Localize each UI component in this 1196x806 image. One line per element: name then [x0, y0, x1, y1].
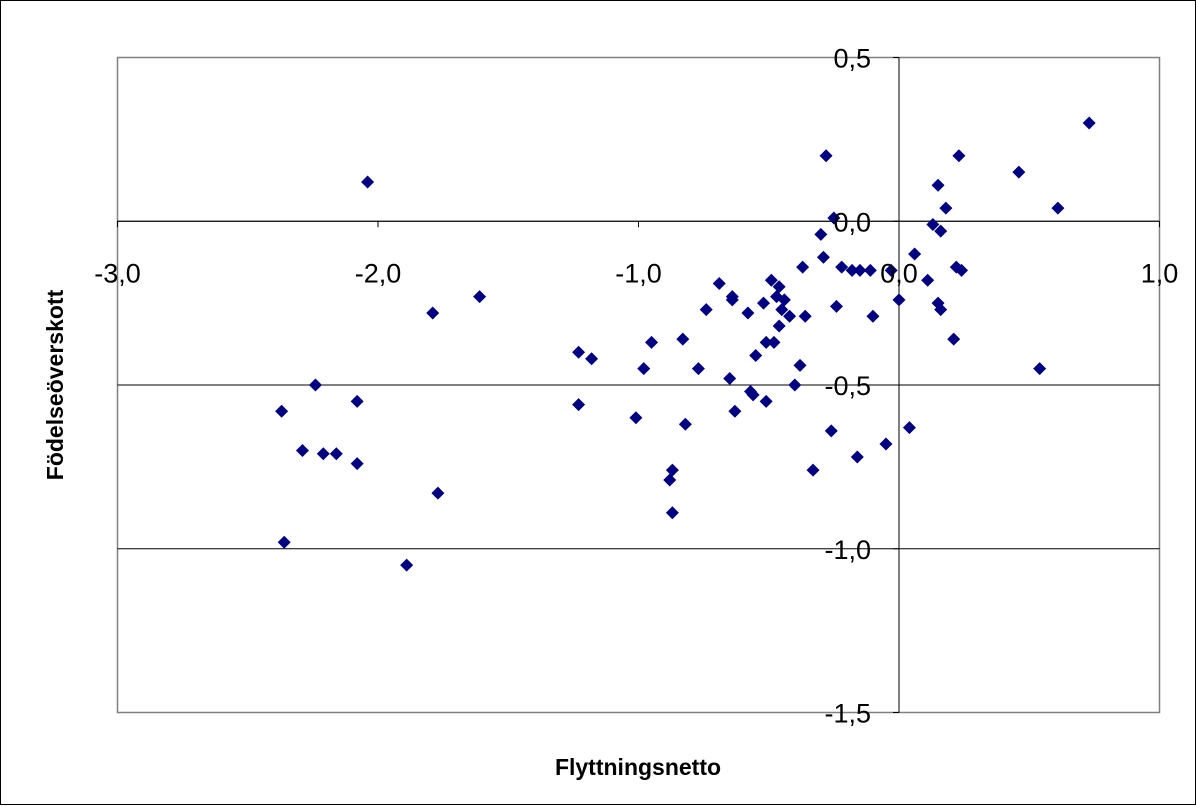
- x-tick-label-1: -2,0: [355, 258, 402, 288]
- data-point-61: [863, 263, 877, 277]
- y-tick-label-0: -1,5: [824, 699, 871, 729]
- x-tick-label-4: 1,0: [1141, 258, 1179, 288]
- data-point-34: [749, 349, 763, 363]
- data-point-20: [665, 463, 679, 477]
- data-point-21: [665, 506, 679, 520]
- data-point-77: [952, 149, 966, 163]
- data-point-33: [746, 388, 760, 402]
- data-point-6: [329, 447, 343, 461]
- data-point-4: [308, 378, 322, 392]
- data-point-54: [824, 424, 838, 438]
- data-point-78: [955, 263, 969, 277]
- data-point-56: [829, 299, 843, 313]
- data-point-68: [921, 273, 935, 287]
- data-point-37: [759, 394, 773, 408]
- y-tick-label-4: 0,5: [833, 44, 871, 74]
- data-point-1: [275, 404, 289, 418]
- data-point-5: [316, 447, 330, 461]
- data-point-48: [796, 260, 810, 274]
- x-tick-label-0: -3,0: [94, 258, 141, 288]
- data-point-12: [473, 290, 487, 304]
- data-point-26: [712, 276, 726, 290]
- data-point-64: [884, 263, 898, 277]
- data-point-46: [788, 378, 802, 392]
- data-point-35: [757, 296, 771, 310]
- data-point-69: [926, 218, 940, 232]
- data-point-49: [798, 309, 812, 323]
- data-point-19: [663, 473, 677, 487]
- data-point-36: [759, 335, 773, 349]
- data-point-55: [827, 211, 841, 225]
- data-point-65: [892, 293, 906, 307]
- data-point-17: [637, 362, 651, 376]
- data-point-67: [908, 247, 922, 261]
- x-tick-label-2: -1,0: [615, 258, 662, 288]
- data-point-29: [723, 371, 737, 385]
- data-point-31: [741, 306, 755, 320]
- data-point-8: [350, 457, 364, 471]
- data-point-14: [585, 352, 599, 366]
- data-point-38: [764, 273, 778, 287]
- x-axis-title: Flyttningsnetto: [555, 754, 721, 780]
- data-point-22: [676, 332, 690, 346]
- data-point-39: [767, 335, 781, 349]
- data-point-30: [728, 404, 742, 418]
- data-point-57: [835, 260, 849, 274]
- data-point-23: [678, 417, 692, 431]
- data-point-74: [939, 201, 953, 215]
- data-point-44: [777, 293, 791, 307]
- data-point-51: [814, 227, 828, 241]
- data-point-45: [783, 309, 797, 323]
- data-point-7: [350, 394, 364, 408]
- data-point-81: [1051, 201, 1065, 215]
- data-point-80: [1033, 362, 1047, 376]
- data-point-66: [902, 421, 916, 435]
- y-tick-label-3: 0,0: [833, 207, 871, 237]
- data-point-18: [645, 335, 659, 349]
- data-point-0: [361, 175, 375, 189]
- data-point-2: [277, 535, 291, 549]
- x-tick-label-3: 0,0: [880, 258, 918, 288]
- data-point-47: [793, 358, 807, 372]
- data-point-72: [934, 224, 948, 238]
- data-point-43: [775, 303, 789, 317]
- data-point-60: [853, 263, 867, 277]
- data-point-42: [772, 319, 786, 333]
- data-point-79: [1012, 165, 1026, 179]
- data-point-25: [699, 303, 713, 317]
- data-point-62: [866, 309, 880, 323]
- data-point-73: [934, 303, 948, 317]
- data-point-52: [816, 250, 830, 264]
- data-point-53: [819, 149, 833, 163]
- y-axis-title: Födelseöverskott: [42, 289, 68, 480]
- data-point-58: [845, 263, 859, 277]
- axes: [117, 57, 1160, 713]
- data-point-9: [426, 306, 440, 320]
- data-point-11: [400, 558, 414, 572]
- data-point-16: [629, 411, 643, 425]
- data-point-24: [691, 362, 705, 376]
- data-point-41: [772, 280, 786, 294]
- data-points: [275, 116, 1096, 572]
- tick-labels: -3,0 -2,0 -1,0 0,0 1,0 -1,5 -1,0 -0,5 0,0 0,5: [94, 44, 1178, 729]
- data-point-75: [947, 332, 961, 346]
- data-point-28: [725, 293, 739, 307]
- data-point-15: [572, 398, 586, 412]
- data-point-3: [295, 444, 309, 457]
- data-point-50: [806, 463, 820, 477]
- data-point-59: [850, 450, 864, 464]
- y-tick-label-2: -0,5: [824, 371, 871, 401]
- y-tick-label-1: -1,0: [824, 535, 871, 565]
- data-point-13: [572, 345, 586, 359]
- data-point-10: [431, 486, 445, 500]
- data-point-63: [879, 437, 893, 451]
- data-point-71: [931, 178, 945, 192]
- data-point-82: [1082, 116, 1096, 130]
